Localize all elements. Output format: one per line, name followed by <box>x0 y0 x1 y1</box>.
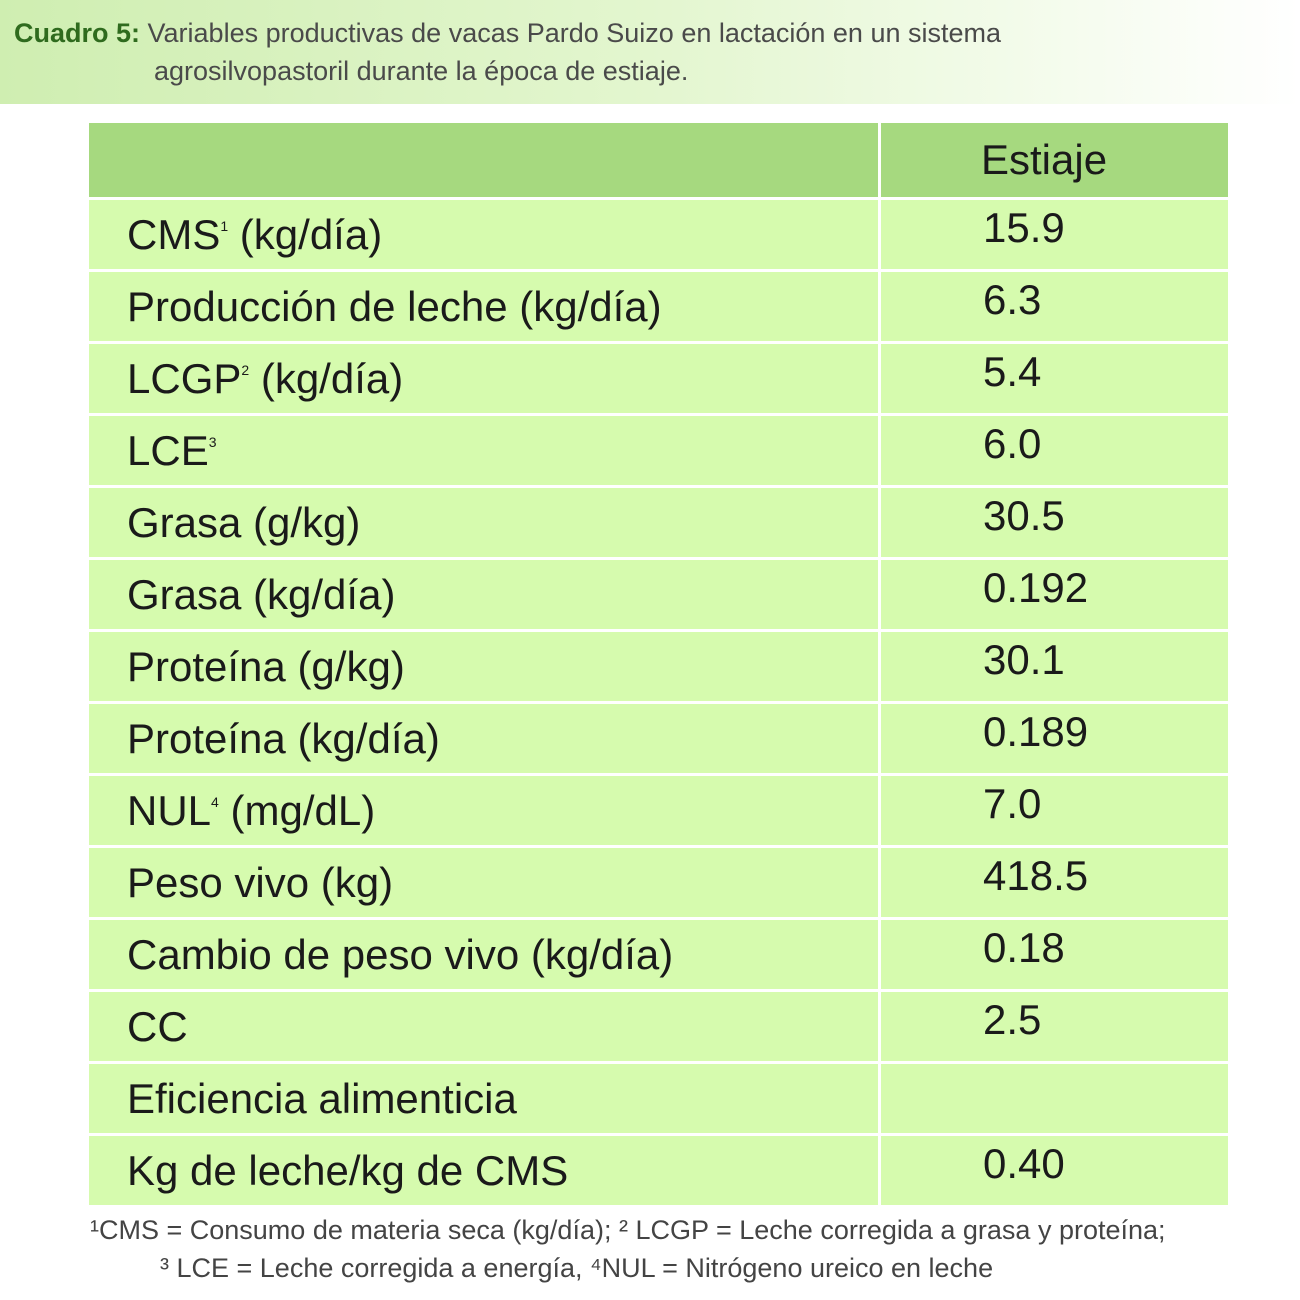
caption-title-line-2: agrosilvopastoril durante la época de es… <box>154 56 689 86</box>
footnote-marker: 4 <box>211 793 219 810</box>
variable-cell: Grasa (kg/día) <box>86 557 881 632</box>
value-cell: 30.1 <box>878 629 1231 704</box>
value-cell: 0.18 <box>878 917 1231 992</box>
footnote-line-2: ³ LCE = Leche corregida a energía, ⁴NUL … <box>160 1253 994 1283</box>
table-body: CMS1 (kg/día) 15.9 Producción de leche (kg… <box>86 197 1231 1208</box>
variable-cell: CMS1 (kg/día) <box>86 197 881 272</box>
table-row: Proteína (g/kg) 30.1 <box>86 629 1231 704</box>
variable-cell: Proteína (g/kg) <box>86 629 881 704</box>
variable-label: Grasa (g/kg) <box>127 498 361 546</box>
value-cell: 2.5 <box>878 989 1231 1064</box>
table-header-row: Estiaje <box>86 120 1231 200</box>
value-cell: 0.192 <box>878 557 1231 632</box>
table-row: LCGP2 (kg/día) 5.4 <box>86 341 1231 416</box>
table-row: Producción de leche (kg/día) 6.3 <box>86 269 1231 344</box>
variable-label: Peso vivo (kg) <box>127 858 394 906</box>
table-row: Kg de leche/kg de CMS 0.40 <box>86 1133 1231 1208</box>
footnote-line-1: ¹CMS = Consumo de materia seca (kg/día);… <box>90 1215 1166 1245</box>
variable-label: CC <box>127 1002 188 1050</box>
table-row: Grasa (kg/día) 0.192 <box>86 557 1231 632</box>
variable-cell: CC <box>86 989 881 1064</box>
header-estiaje: Estiaje <box>878 120 1231 200</box>
value-cell: 0.40 <box>878 1133 1231 1208</box>
table-row: NUL4 (mg/dL) 7.0 <box>86 773 1231 848</box>
variable-label: Producción de leche (kg/día) <box>127 282 662 330</box>
caption-label: Cuadro 5: <box>14 18 141 48</box>
variable-label: Grasa (kg/día) <box>127 570 396 618</box>
footnote-marker: 3 <box>208 433 217 450</box>
variable-label: Proteína (g/kg) <box>127 642 405 690</box>
table-row: Proteína (kg/día) 0.189 <box>86 701 1231 776</box>
value-cell: 418.5 <box>878 845 1231 920</box>
table-row: Eficiencia alimenticia <box>86 1061 1231 1136</box>
table-row: Peso vivo (kg) 418.5 <box>86 845 1231 920</box>
variable-unit: (mg/dL) <box>218 786 376 834</box>
footnote-marker: 1 <box>220 217 229 234</box>
variable-label: Eficiencia alimenticia <box>127 1074 517 1122</box>
table-row: Grasa (g/kg) 30.5 <box>86 485 1231 560</box>
table-row: Cambio de peso vivo (kg/día) 0.18 <box>86 917 1231 992</box>
variable-label: LCGP <box>127 354 242 402</box>
value-cell: 6.0 <box>878 413 1231 488</box>
value-cell: 7.0 <box>878 773 1231 848</box>
data-table: Estiaje CMS1 (kg/día) 15.9 Producción de l… <box>86 120 1231 1208</box>
variable-cell: Proteína (kg/día) <box>86 701 881 776</box>
table-row: CMS1 (kg/día) 15.9 <box>86 197 1231 272</box>
variable-cell: Peso vivo (kg) <box>86 845 881 920</box>
table-row: CC 2.5 <box>86 989 1231 1064</box>
value-cell: 5.4 <box>878 341 1231 416</box>
variable-label: CMS <box>127 210 221 258</box>
variable-label: Proteína (kg/día) <box>127 714 440 762</box>
value-cell: 30.5 <box>878 485 1231 560</box>
value-cell: 0.189 <box>878 701 1231 776</box>
value-cell: 15.9 <box>878 197 1231 272</box>
value-cell: 6.3 <box>878 269 1231 344</box>
variable-label: NUL <box>127 786 212 834</box>
header-variable <box>86 120 881 200</box>
value-cell <box>878 1061 1231 1136</box>
variable-unit: (kg/día) <box>228 210 383 258</box>
variable-label: Kg de leche/kg de CMS <box>127 1146 569 1194</box>
variable-label: LCE <box>127 426 209 474</box>
variable-label: Cambio de peso vivo (kg/día) <box>127 930 674 978</box>
caption-line-1: Cuadro 5: Variables productivas de vacas… <box>14 16 1001 50</box>
variable-cell: Grasa (g/kg) <box>86 485 881 560</box>
variable-cell: Cambio de peso vivo (kg/día) <box>86 917 881 992</box>
variable-cell: LCGP2 (kg/día) <box>86 341 881 416</box>
variable-cell: Kg de leche/kg de CMS <box>86 1133 881 1208</box>
variable-cell: Eficiencia alimenticia <box>86 1061 881 1136</box>
table-row: LCE3 6.0 <box>86 413 1231 488</box>
caption-title-line-1: Variables productivas de vacas Pardo Sui… <box>147 18 1002 48</box>
variable-unit: (kg/día) <box>249 354 404 402</box>
table-caption: Cuadro 5: Variables productivas de vacas… <box>0 0 1300 104</box>
variable-cell: LCE3 <box>86 413 881 488</box>
variable-cell: NUL4 (mg/dL) <box>86 773 881 848</box>
footnote-marker: 2 <box>241 361 250 378</box>
variable-cell: Producción de leche (kg/día) <box>86 269 881 344</box>
